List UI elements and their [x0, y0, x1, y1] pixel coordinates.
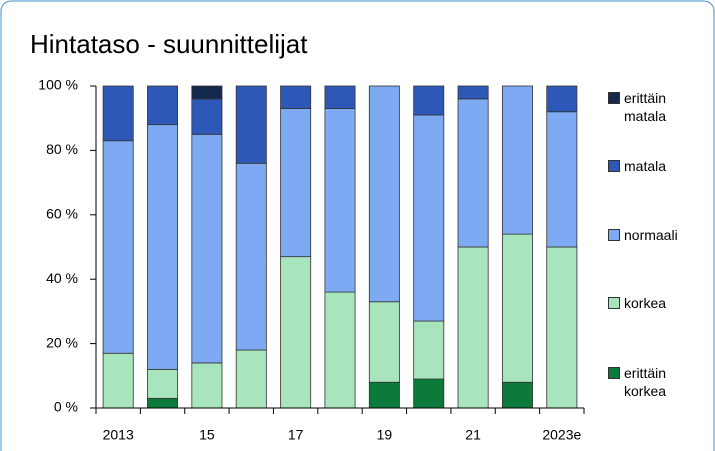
bar-segment [102, 140, 134, 354]
bar-segment [147, 368, 179, 399]
x-tick-label: 2013 [103, 427, 134, 443]
bar-segment [501, 233, 533, 383]
bar-segment [501, 381, 533, 409]
bar-segment [546, 111, 578, 248]
x-tick-label: 2023e [542, 427, 581, 443]
legend-label: erittäin matala [624, 90, 667, 124]
legend-item: erittäin matala [608, 89, 694, 125]
bar-segment [368, 301, 400, 383]
legend-item: normaali [608, 226, 694, 244]
y-tick-label: 80 % [46, 141, 78, 157]
bar-segment [368, 85, 400, 303]
bar-segment [501, 85, 533, 235]
y-tick-label: 100 % [38, 77, 78, 93]
x-tick-label: 15 [199, 427, 215, 443]
legend-swatch [608, 297, 620, 309]
bar-segment [413, 320, 445, 380]
legend-label: matala [624, 158, 667, 174]
legend-label: korkea [624, 295, 667, 311]
bar-segment [546, 85, 578, 113]
bar-segment [235, 162, 267, 351]
bar-segment [457, 98, 489, 248]
bar-segment [324, 85, 356, 109]
bar-segment [546, 246, 578, 409]
legend-swatch [608, 92, 620, 104]
bar-segment [324, 291, 356, 409]
bar-segment [147, 85, 179, 126]
y-tick-label: 60 % [46, 206, 78, 222]
legend-label: erittäin korkea [624, 365, 667, 399]
legend-swatch [608, 367, 620, 379]
bar-segment [457, 246, 489, 409]
legend-item: erittäin korkea [608, 364, 694, 400]
bar-segment [457, 85, 489, 100]
y-tick-label: 20 % [46, 334, 78, 350]
bar-segment [280, 256, 312, 409]
legend-item: matala [608, 157, 694, 175]
x-tick-label: 17 [288, 427, 304, 443]
legend-item: korkea [608, 294, 694, 312]
bar-segment [191, 98, 223, 135]
x-tick-label: 19 [377, 427, 393, 443]
bar-segment [280, 108, 312, 258]
bar-segment [235, 349, 267, 409]
legend-label: normaali [624, 227, 678, 243]
chart-title: Hintataso - suunnittelijat [30, 29, 308, 59]
legend-swatch [608, 160, 620, 172]
bar-segment [413, 85, 445, 116]
bar-segment [191, 362, 223, 409]
bar-segment [147, 397, 179, 409]
bar-segment [413, 114, 445, 322]
y-tick-label: 0 % [54, 399, 78, 415]
bar-segment [191, 85, 223, 100]
bar-segment [413, 378, 445, 409]
y-tick-label: 40 % [46, 270, 78, 286]
bar-segment [324, 108, 356, 293]
bar-segment [368, 381, 400, 409]
bar-segment [235, 85, 267, 164]
bar-segment [191, 133, 223, 364]
legend-swatch [608, 229, 620, 241]
bar-segment [280, 85, 312, 109]
bar-segment [147, 124, 179, 370]
bar-segment [102, 352, 134, 409]
x-tick-label: 21 [465, 427, 481, 443]
bar-segment [102, 85, 134, 142]
